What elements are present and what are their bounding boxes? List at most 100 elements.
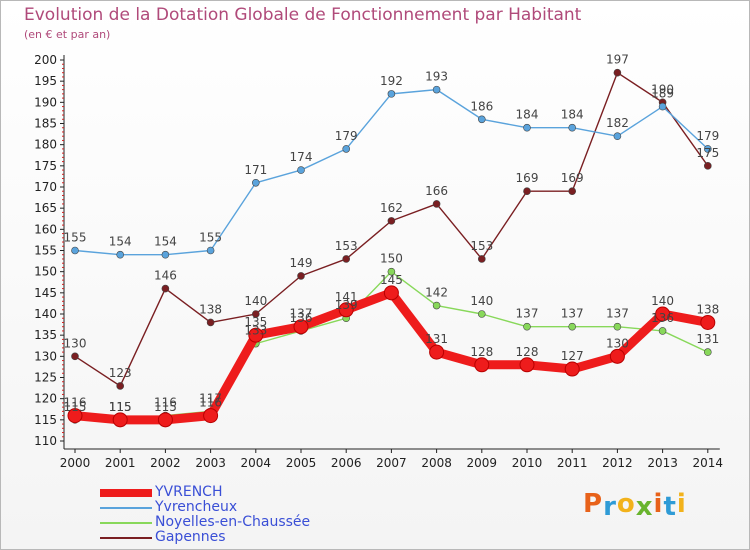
y-tick-label: 115: [34, 413, 57, 427]
x-tick-label: 2004: [241, 456, 272, 470]
data-label: 154: [109, 235, 132, 249]
data-label: 189: [651, 87, 674, 101]
data-label: 116: [64, 396, 87, 410]
y-tick-label: 195: [34, 74, 57, 88]
data-label: 123: [109, 366, 132, 380]
data-label: 153: [470, 239, 493, 253]
x-tick-label: 2012: [602, 456, 633, 470]
x-tick-label: 2008: [421, 456, 452, 470]
data-label: 169: [516, 171, 539, 185]
x-tick-label: 2011: [557, 456, 588, 470]
data-label: 142: [425, 286, 448, 300]
y-tick-label: 145: [34, 286, 57, 300]
data-label: 128: [470, 345, 493, 359]
data-point: [523, 123, 531, 132]
legend-item: YVRENCH: [100, 484, 400, 500]
data-label: 130: [64, 336, 87, 350]
data-point: [703, 145, 712, 153]
legend-label: Yvrencheux: [155, 499, 238, 515]
data-label: 155: [64, 231, 87, 245]
data-label: 137: [290, 307, 313, 321]
logo-letter: i: [676, 489, 687, 519]
data-point: [700, 314, 716, 330]
x-tick-label: 2003: [195, 456, 226, 470]
y-tick-label: 185: [34, 117, 57, 131]
data-label: 192: [380, 74, 403, 88]
data-point: [206, 318, 215, 327]
data-label: 131: [425, 332, 448, 346]
data-label: 150: [380, 252, 403, 266]
data-label: 115: [109, 400, 132, 414]
data-point: [161, 250, 170, 259]
data-label: 137: [516, 307, 539, 321]
data-point: [71, 352, 79, 361]
y-tick-label: 165: [34, 201, 57, 215]
x-tick-label: 2000: [60, 456, 91, 470]
data-label: 137: [606, 307, 629, 321]
data-label: 128: [516, 345, 539, 359]
data-point: [116, 382, 124, 390]
data-point: [609, 348, 625, 364]
data-point: [613, 68, 622, 77]
y-tick-label: 120: [34, 392, 57, 406]
data-point: [203, 408, 219, 424]
data-label: 136: [651, 311, 674, 325]
data-label: 182: [606, 116, 629, 130]
x-tick-label: 2005: [286, 456, 317, 470]
data-label: 166: [425, 184, 448, 198]
data-point: [387, 267, 396, 276]
legend-item: Yvrencheux: [100, 499, 400, 515]
data-point: [477, 255, 486, 263]
series-line-yvrencheux: [74, 88, 709, 256]
data-point: [293, 319, 309, 335]
data-point: [477, 115, 486, 124]
data-label: 130: [606, 336, 629, 350]
data-label: 131: [696, 332, 719, 346]
data-label: 175: [696, 146, 719, 160]
x-tick-label: 2001: [105, 456, 136, 470]
data-point: [564, 361, 580, 377]
y-tick-label: 160: [34, 222, 57, 236]
legend-item: Gapennes: [100, 529, 400, 545]
data-point: [71, 246, 79, 255]
data-label: 193: [425, 70, 448, 84]
data-point: [432, 85, 441, 94]
data-point: [477, 310, 486, 318]
data-label: 174: [290, 150, 313, 164]
data-point: [613, 322, 622, 331]
logo-letter: P: [583, 489, 604, 519]
data-label: 116: [199, 396, 222, 410]
logo-letter: x: [635, 492, 654, 522]
data-point: [248, 327, 264, 343]
data-point: [387, 217, 396, 225]
x-tick-label: 2009: [467, 456, 498, 470]
data-point: [655, 306, 671, 322]
data-point: [568, 322, 577, 331]
data-label: 137: [561, 307, 584, 321]
data-label: 138: [199, 302, 222, 316]
data-label: 139: [335, 298, 358, 312]
data-label: 179: [335, 129, 358, 143]
data-label: 162: [380, 201, 403, 215]
data-point: [568, 123, 577, 132]
data-point: [157, 412, 173, 428]
data-label: 190: [651, 82, 674, 96]
data-label: 115: [154, 400, 177, 414]
data-label: 171: [244, 163, 267, 177]
logo-letter: i: [653, 489, 664, 519]
data-point: [523, 187, 531, 196]
data-point: [297, 166, 305, 174]
data-label: 140: [651, 294, 674, 308]
proxiti-logo: Proxiti: [583, 489, 687, 522]
x-tick-label: 2007: [376, 456, 407, 470]
data-point: [383, 285, 399, 301]
data-point: [474, 357, 490, 373]
data-point: [703, 162, 712, 170]
data-label: 184: [561, 108, 584, 122]
legend-label: Noyelles-en-Chaussée: [155, 514, 311, 530]
data-point: [116, 250, 124, 259]
data-label: 141: [335, 290, 358, 304]
y-tick-label: 150: [34, 265, 57, 279]
